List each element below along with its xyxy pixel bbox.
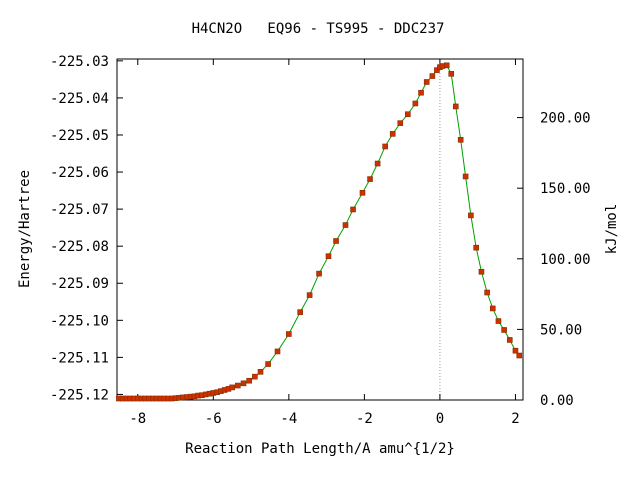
data-point (452, 103, 459, 110)
data-point (367, 176, 373, 182)
data-point (412, 100, 419, 107)
y2-tick-label: 50.00 (540, 322, 582, 338)
plot-area (116, 58, 524, 401)
y-tick-label: -225.08 (50, 239, 109, 255)
y2-axis-label: kJ/mol (604, 204, 620, 255)
data-point (342, 222, 349, 228)
x-axis: -8 -6 -4 -2 0 2 (129, 59, 520, 427)
data-points (116, 62, 523, 402)
data-point (434, 67, 440, 73)
y-tick-label: -225.06 (50, 165, 109, 181)
y2-tick-label: 0.00 (540, 393, 574, 409)
y-tick-label: -225.09 (50, 276, 109, 292)
y-tick-label: -225.05 (50, 128, 109, 144)
y-axis-left: -225.03 -225.04 -225.05 -225.06 -225.07 -225.… (50, 54, 123, 403)
data-point (516, 352, 523, 359)
data-point (397, 120, 404, 126)
y-tick-label: -225.11 (50, 350, 109, 366)
data-point (448, 71, 455, 77)
y-axis-label: Energy/Hartree (17, 170, 33, 288)
x-axis-label: Reaction Path Length/A amu^{1/2} (185, 441, 455, 457)
chart-title: H4CN2O EQ96 - TS995 - DDC237 (192, 21, 445, 37)
data-point (252, 373, 258, 380)
data-point (489, 305, 496, 312)
data-point (350, 206, 356, 213)
plot-frame (116, 58, 524, 401)
data-point (423, 79, 430, 85)
data-point (235, 382, 241, 389)
data-point (316, 270, 322, 277)
data-point (389, 131, 396, 137)
data-point (468, 212, 474, 219)
data-point (457, 137, 464, 143)
data-point (306, 292, 313, 298)
data-point (512, 347, 519, 354)
y-tick-label: -225.12 (50, 387, 109, 403)
data-point (240, 380, 247, 387)
data-point (257, 369, 264, 375)
x-tick-label: -4 (280, 411, 297, 427)
data-point (473, 244, 479, 251)
y-tick-label: -225.03 (50, 54, 109, 70)
energy-curve-line (118, 64, 520, 400)
x-tick-label: -6 (205, 411, 222, 427)
data-point (506, 337, 513, 343)
x-tick-label: 0 (436, 411, 444, 427)
y2-tick-label: 200.00 (540, 111, 591, 127)
y-axis-right: 0.00 50.00 100.00 150.00 200.00 (517, 111, 591, 409)
y-tick-label: -225.07 (50, 202, 109, 218)
x-tick-label: -8 (129, 411, 146, 427)
data-point (229, 384, 235, 391)
data-point (443, 62, 450, 69)
data-point (325, 253, 332, 259)
data-point (286, 331, 292, 337)
data-point (501, 327, 507, 333)
data-point (246, 377, 252, 384)
data-point (462, 173, 469, 180)
data-point (382, 143, 388, 150)
data-point (429, 73, 436, 79)
data-point (333, 238, 339, 244)
data-point (418, 89, 424, 96)
data-point (359, 190, 366, 196)
data-point (297, 309, 303, 315)
x-tick-label: 2 (511, 411, 519, 427)
data-point (495, 318, 502, 324)
y-tick-label: -225.04 (50, 91, 109, 107)
data-point (484, 289, 490, 296)
y2-tick-label: 150.00 (540, 181, 591, 197)
y-tick-label: -225.10 (50, 313, 109, 329)
data-point (478, 268, 485, 275)
y2-tick-label: 100.00 (540, 252, 591, 268)
data-point (405, 111, 411, 118)
data-point (374, 160, 381, 167)
data-point (265, 361, 271, 367)
x-tick-label: -2 (356, 411, 373, 427)
data-point (274, 348, 281, 355)
